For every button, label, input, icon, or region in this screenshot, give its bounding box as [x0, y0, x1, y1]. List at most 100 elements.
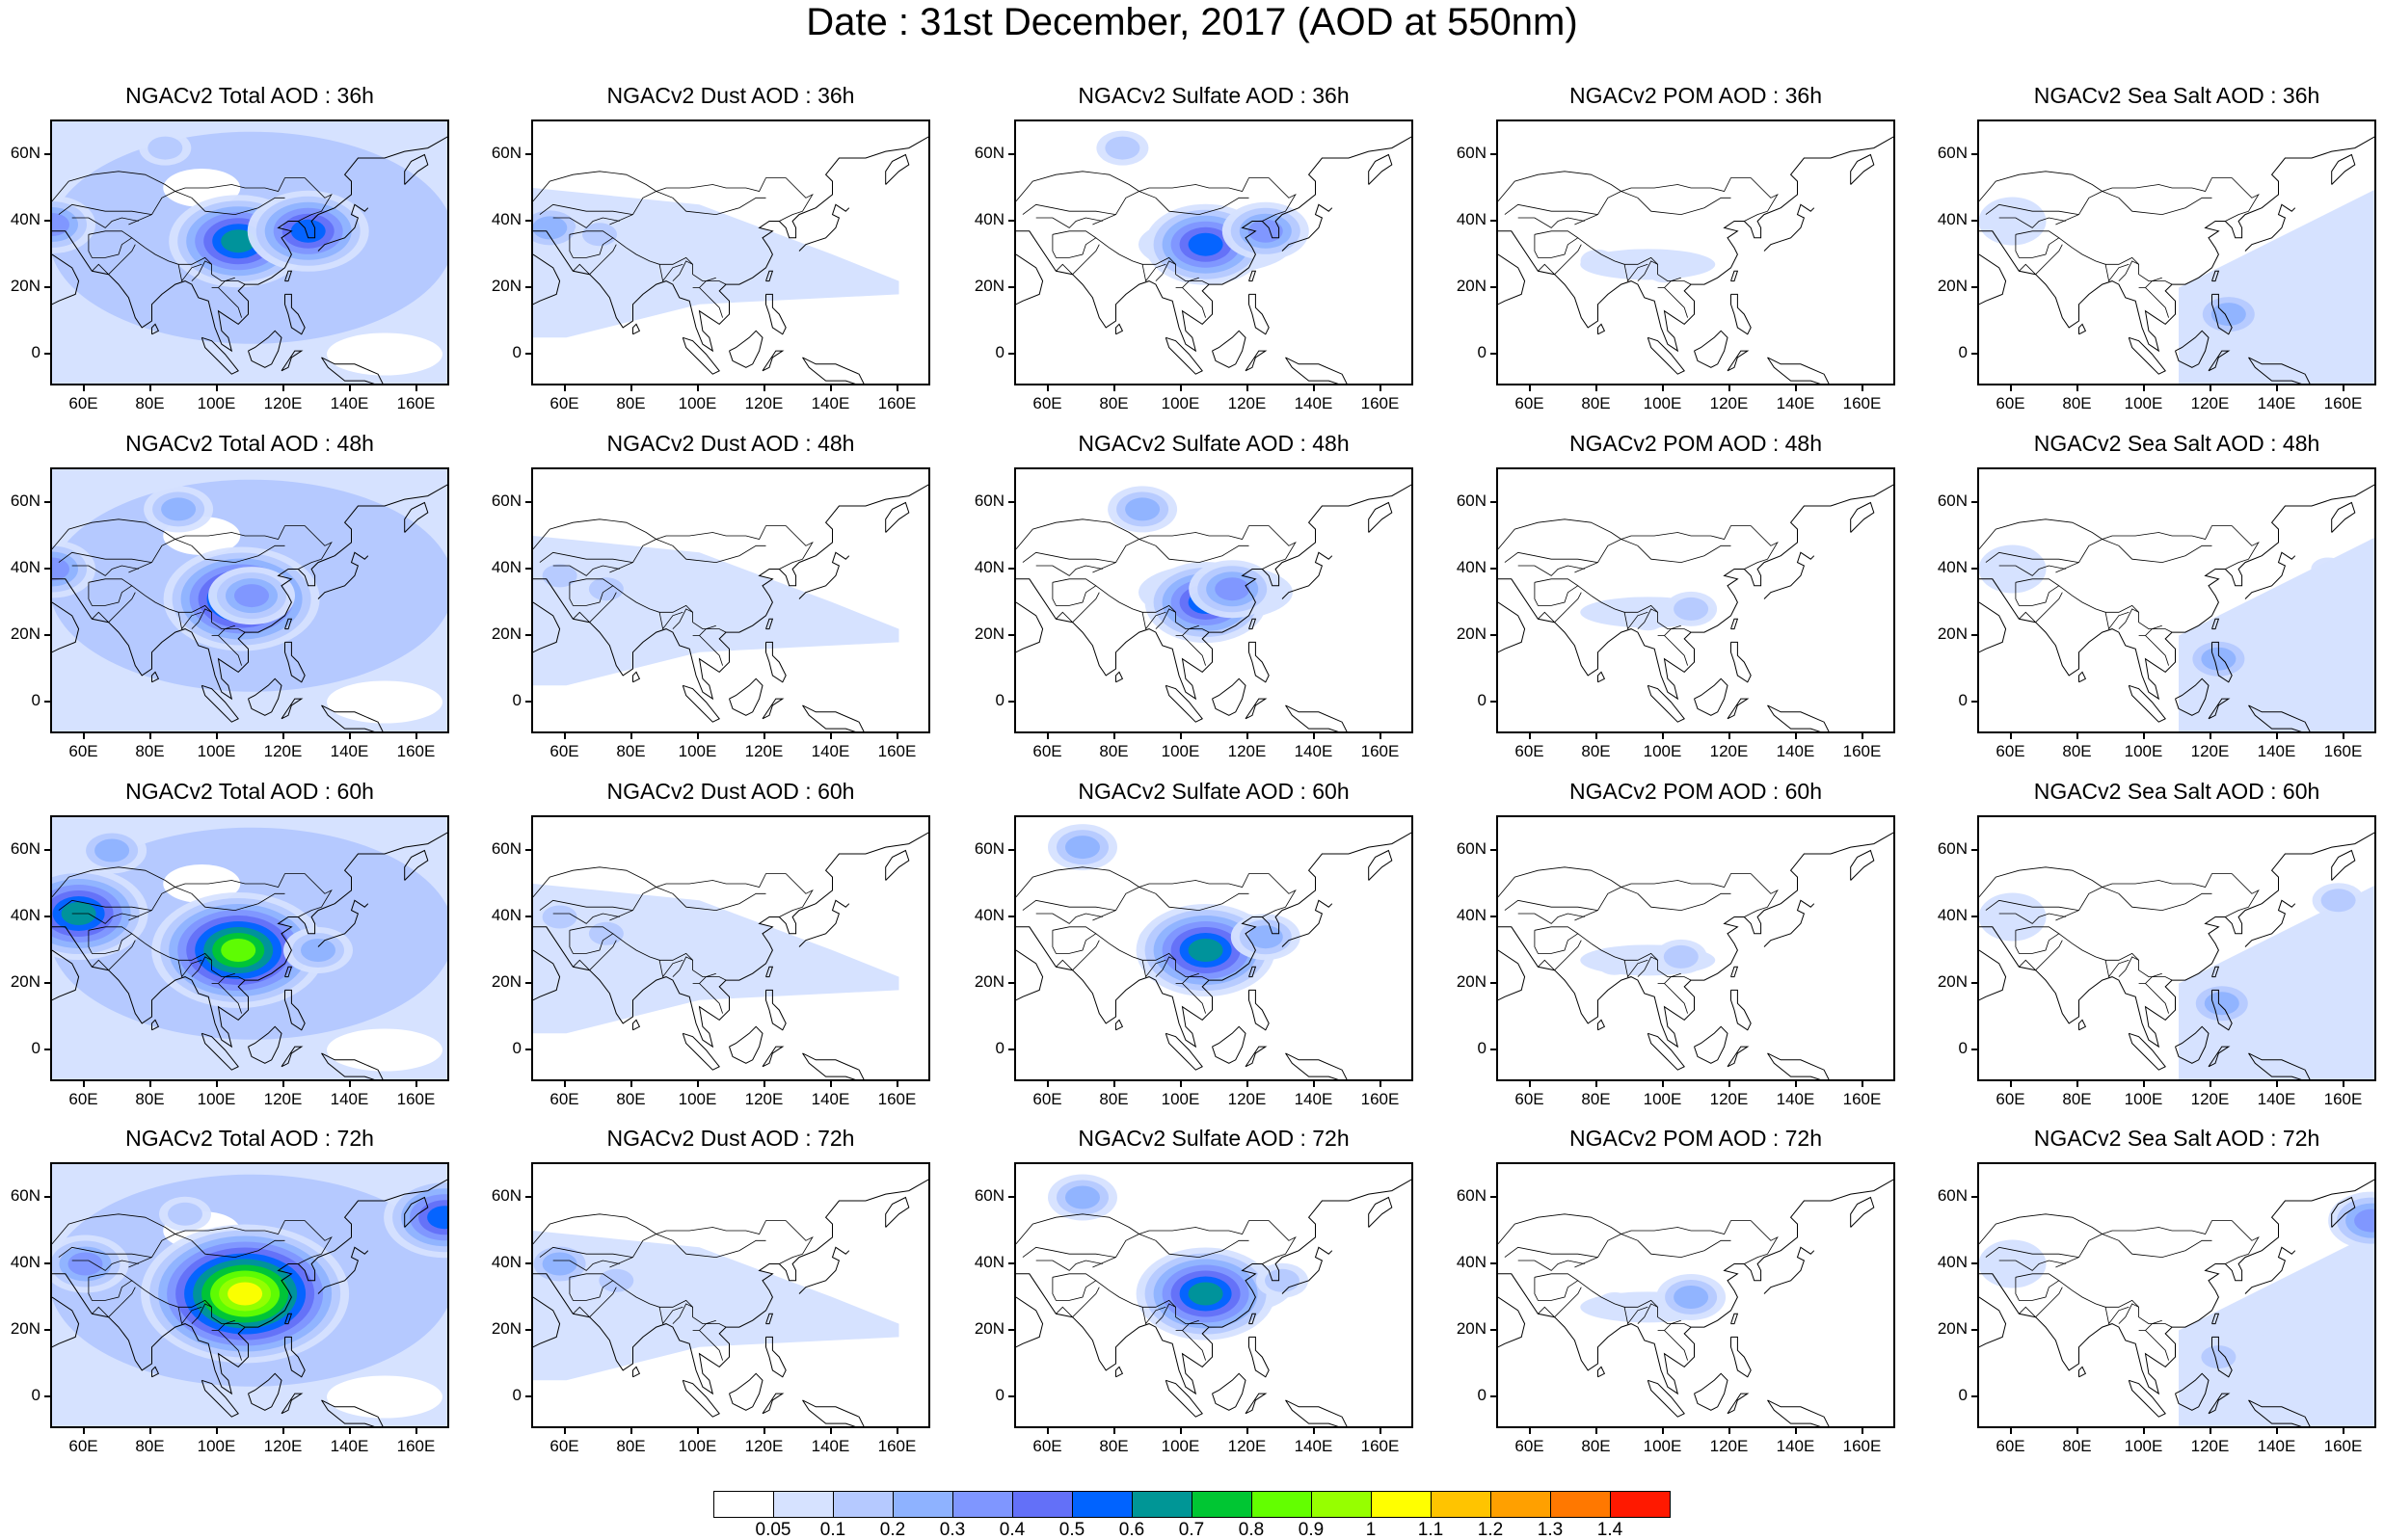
- coastline: [1281, 899, 1333, 947]
- coastline: [802, 1399, 865, 1426]
- lat-tick: [1490, 152, 1496, 155]
- coastline: [248, 677, 282, 716]
- lon-tick-label: 60E: [549, 394, 579, 412]
- lat-tick-label: 60N: [1937, 1185, 1968, 1205]
- aod-plume: [599, 1268, 634, 1292]
- aod-plume: [588, 921, 624, 945]
- lat-tick-label: 0: [1477, 1038, 1487, 1057]
- lon-tick-label: 140E: [2257, 742, 2296, 760]
- coastline: [765, 1336, 787, 1378]
- lat-tick: [1008, 1261, 1014, 1264]
- coastline: [151, 671, 160, 683]
- lon-tick-label: 100E: [1643, 1090, 1682, 1108]
- map-area: [1977, 1162, 2376, 1428]
- lat-tick-label: 0: [1958, 342, 1968, 361]
- country-border: [88, 926, 133, 954]
- lon-tick-label: 80E: [616, 742, 646, 760]
- panel-title: NGACv2 Sulfate AOD : 72h: [1078, 1126, 1350, 1151]
- lon-tick-label: 140E: [1776, 742, 1815, 760]
- country-border: [131, 237, 246, 285]
- lat-tick-label: 0: [995, 1385, 1004, 1404]
- aod-plume: [94, 838, 130, 863]
- country-border: [552, 1260, 620, 1271]
- colorbar-swatch: [713, 1491, 774, 1518]
- lon-tick: [1112, 733, 1115, 739]
- lon-tick: [281, 1081, 284, 1087]
- lon-tick-label: 80E: [1099, 394, 1129, 412]
- aod-plume: [1674, 1286, 1709, 1309]
- coastline: [632, 323, 641, 335]
- lon-tick: [1861, 733, 1863, 739]
- lat-tick: [1008, 1328, 1014, 1331]
- country-border: [1979, 518, 2103, 550]
- country-border: [2102, 1234, 2212, 1259]
- coastline: [284, 270, 293, 282]
- map-area: [50, 1162, 449, 1428]
- aod-plume: [1247, 219, 1283, 243]
- lon-tick: [1112, 1428, 1115, 1434]
- lon-tick: [2342, 1428, 2344, 1434]
- lat-tick: [1971, 700, 1977, 703]
- lon-tick: [829, 385, 832, 391]
- map-panel-sulfate-72: NGACv2 Sulfate AOD : 72h 60N 40N 20N 0 60E 80E…: [964, 1126, 1431, 1469]
- country-border: [71, 1260, 139, 1271]
- lat-tick-label: 60N: [974, 143, 1004, 162]
- lat-tick: [44, 848, 50, 851]
- lat-tick: [1008, 1048, 1014, 1050]
- lon-tick: [563, 1428, 566, 1434]
- coastline: [284, 966, 293, 978]
- lon-tick-label: 100E: [2124, 742, 2163, 760]
- lat-tick: [1971, 1261, 1977, 1264]
- aod-plume: [221, 939, 256, 962]
- lat-tick: [1490, 352, 1496, 355]
- coastline: [1248, 989, 1270, 1031]
- lon-tick-label: 120E: [263, 1090, 303, 1108]
- lat-tick-label: 20N: [1937, 1318, 1968, 1338]
- lat-tick-label: 20N: [974, 1318, 1004, 1338]
- lat-tick: [1971, 500, 1977, 503]
- coastline: [1730, 1336, 1752, 1378]
- lon-tick-label: 140E: [1776, 394, 1815, 412]
- country-border: [2058, 933, 2173, 981]
- lat-tick-label: 40N: [491, 209, 522, 228]
- country-border: [1979, 866, 2103, 898]
- lon-tick-label: 60E: [549, 1090, 579, 1108]
- lat-tick: [44, 1195, 50, 1198]
- lon-tick-label: 160E: [1842, 1090, 1882, 1108]
- country-border: [1504, 1246, 1598, 1258]
- lon-tick: [2009, 385, 2012, 391]
- coastline: [885, 153, 910, 185]
- colorbar-label: 1.1: [1417, 1520, 1444, 1540]
- lon-tick-label: 80E: [616, 394, 646, 412]
- lat-tick: [1490, 1195, 1496, 1198]
- lon-tick: [1379, 1428, 1381, 1434]
- coastline: [281, 1393, 304, 1415]
- lon-tick: [1661, 1428, 1664, 1434]
- aod-plume: [1647, 259, 1682, 283]
- country-border: [1022, 203, 1116, 215]
- lon-tick: [1246, 385, 1248, 391]
- country-border: [1577, 1280, 1692, 1328]
- lon-tick: [1794, 1081, 1797, 1087]
- lon-tick: [1861, 1081, 1863, 1087]
- lat-tick-label: 60N: [1937, 838, 1968, 858]
- country-border: [573, 592, 617, 624]
- lon-tick-label: 140E: [811, 394, 850, 412]
- country-border: [128, 1220, 333, 1268]
- coastline: [1694, 330, 1728, 368]
- lon-tick-label: 80E: [1099, 742, 1129, 760]
- coastline: [1727, 350, 1750, 372]
- coastline: [729, 677, 763, 716]
- country-border: [552, 565, 620, 576]
- lon-tick: [2142, 385, 2145, 391]
- map-panel-seasalt-36: NGACv2 Sea Salt AOD : 36h 60N 40N 20N 0 60E 8…: [1927, 83, 2384, 426]
- panel-title: NGACv2 Dust AOD : 72h: [606, 1126, 855, 1151]
- panel-title: NGACv2 Total AOD : 48h: [125, 431, 374, 456]
- coastline: [2175, 330, 2210, 368]
- coastline: [2331, 849, 2356, 881]
- coastline: [1165, 684, 1203, 723]
- lon-tick-label: 100E: [2124, 1090, 2163, 1108]
- lon-tick-label: 160E: [1842, 394, 1882, 412]
- lon-tick-label: 160E: [877, 394, 917, 412]
- country-border: [2138, 1330, 2169, 1361]
